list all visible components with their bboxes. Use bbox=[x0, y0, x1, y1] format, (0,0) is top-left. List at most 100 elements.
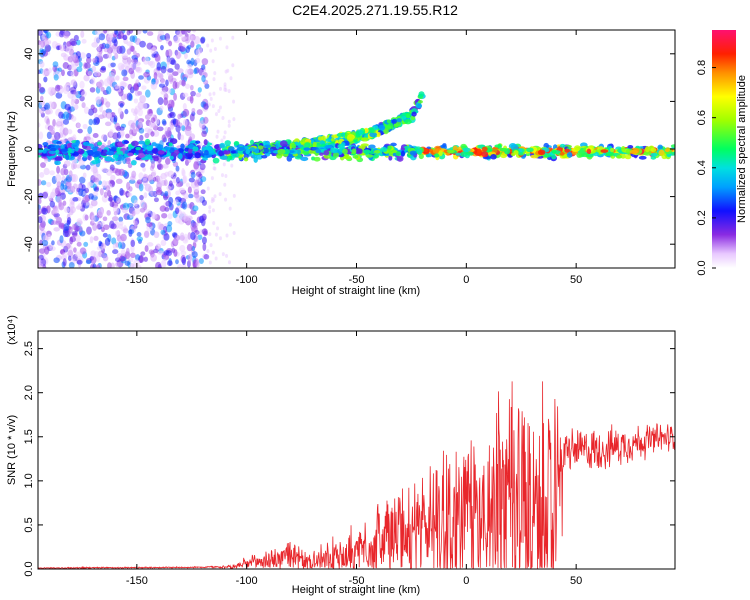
spectrogram-cell bbox=[91, 160, 99, 165]
spectrogram-cell bbox=[82, 141, 90, 146]
spectrogram-cell bbox=[208, 149, 215, 154]
spectrogram-cell bbox=[224, 140, 231, 146]
spectrogram-cell bbox=[208, 260, 212, 265]
spectrogram-cell bbox=[139, 40, 146, 48]
spectrogram-cell bbox=[213, 47, 217, 52]
spectrogram-cell bbox=[263, 147, 270, 154]
spectrogram-cell bbox=[54, 187, 60, 195]
spectrogram-cell bbox=[172, 176, 177, 184]
spectrogram-cell bbox=[369, 132, 378, 138]
spectrogram-cell bbox=[168, 180, 173, 187]
spectrogram-cell bbox=[63, 83, 70, 92]
spectrogram-cell bbox=[232, 231, 236, 236]
spectrogram-cell bbox=[138, 127, 145, 134]
spectrogram-cell bbox=[166, 57, 171, 65]
spectrogram-cell bbox=[99, 188, 104, 196]
spectrogram-cell bbox=[175, 190, 181, 196]
spectrogram-cell bbox=[409, 150, 417, 156]
spectrogram-cell bbox=[176, 263, 183, 268]
spectrogram-cell bbox=[195, 260, 200, 268]
colorbar-tick-label: 0.2 bbox=[696, 210, 708, 225]
spectrogram-cell bbox=[179, 46, 186, 53]
spectrogram-cell bbox=[158, 83, 166, 88]
spectrogram-cell bbox=[304, 142, 311, 149]
spectrogram-cell bbox=[128, 186, 133, 192]
spectrogram-cell bbox=[650, 152, 658, 157]
spectrogram-cell bbox=[105, 101, 111, 108]
spectrogram-cell bbox=[105, 86, 112, 95]
spectrogram-cell bbox=[130, 108, 135, 113]
spectrogram-cell bbox=[175, 165, 180, 172]
spectrogram-cell bbox=[224, 197, 228, 202]
y-tick-label: 40 bbox=[23, 48, 35, 60]
spectrogram-cell bbox=[380, 147, 388, 153]
spectrogram-cell bbox=[616, 154, 623, 159]
spectrogram-cell bbox=[123, 140, 130, 144]
spectrogram-cell bbox=[146, 31, 154, 36]
spectrogram-cell bbox=[153, 197, 159, 203]
spectrogram-cell bbox=[85, 259, 92, 265]
spectrogram-cell bbox=[169, 155, 174, 160]
spectrogram-cell bbox=[566, 151, 573, 158]
spectrogram-cell bbox=[169, 57, 176, 65]
spectrogram-cell bbox=[148, 113, 155, 118]
spectrogram-cell bbox=[92, 132, 99, 138]
spectrogram-cell bbox=[159, 205, 167, 212]
spectrogram-cell bbox=[168, 142, 173, 147]
spectrogram-cell bbox=[104, 121, 112, 127]
spectrogram-cell bbox=[60, 148, 69, 152]
spectrogram-cell bbox=[190, 231, 196, 240]
spectrogram-cell bbox=[220, 138, 224, 143]
spectrogram-cell bbox=[79, 80, 85, 89]
spectrogram-cell bbox=[209, 243, 213, 248]
spectrogram-cell bbox=[214, 232, 218, 237]
spectrogram-cell bbox=[73, 104, 79, 110]
spectrogram-cell bbox=[388, 155, 393, 161]
spectrogram-cell bbox=[226, 158, 231, 162]
spectrogram-cell bbox=[46, 31, 52, 39]
spectrogram-cell bbox=[41, 207, 47, 215]
spectrogram-cell bbox=[90, 199, 98, 207]
spectrogram-cell bbox=[167, 213, 173, 220]
spectrogram-cell bbox=[119, 103, 124, 108]
spectrogram-cell bbox=[167, 103, 172, 110]
spectrogram-cell bbox=[201, 199, 207, 206]
spectrogram-cell bbox=[87, 70, 93, 76]
spectrogram-cell bbox=[319, 152, 324, 156]
y-tick-label: 0 bbox=[23, 146, 35, 152]
spectrogram-cell bbox=[121, 69, 128, 77]
spectrogram-cell bbox=[140, 251, 146, 256]
spectrogram-cell bbox=[76, 164, 81, 169]
spectrogram-cell bbox=[175, 124, 181, 133]
spectrogram-cell bbox=[284, 149, 290, 155]
spectrogram-cell bbox=[118, 168, 125, 176]
spectrogram-cell bbox=[79, 164, 87, 170]
spectrogram-cell bbox=[227, 89, 231, 94]
spectrogram-cell bbox=[216, 129, 220, 134]
x-tick-label: 0 bbox=[463, 274, 469, 286]
spectrogram-cell bbox=[88, 118, 94, 126]
spectrogram-cell bbox=[564, 148, 571, 153]
spectrogram-cell bbox=[112, 249, 119, 255]
spectrogram-cell bbox=[119, 188, 124, 196]
spectrogram-cell bbox=[169, 122, 175, 130]
spectrogram-cell bbox=[127, 152, 134, 157]
spectrogram-cell bbox=[92, 175, 97, 183]
spectrogram-cell bbox=[129, 252, 136, 259]
spectrogram-cell bbox=[395, 151, 402, 157]
spectrogram-cell bbox=[40, 180, 47, 186]
spectrogram-cell bbox=[621, 145, 626, 152]
spectrogram-cell bbox=[185, 152, 194, 158]
spectrogram-cell bbox=[137, 152, 145, 159]
spectrogram-cell bbox=[71, 173, 78, 183]
spectrogram-cell bbox=[148, 249, 155, 255]
spectrogram-cell bbox=[315, 149, 322, 154]
spectrogram-cell bbox=[188, 177, 195, 183]
spectrogram-cell bbox=[157, 150, 165, 155]
spectrogram-cell bbox=[114, 84, 120, 90]
spectrogram-cell bbox=[142, 166, 146, 172]
spectrogram-cell bbox=[670, 144, 675, 148]
spectrogram-cell bbox=[213, 194, 217, 199]
spectrogram-cell bbox=[130, 159, 137, 166]
